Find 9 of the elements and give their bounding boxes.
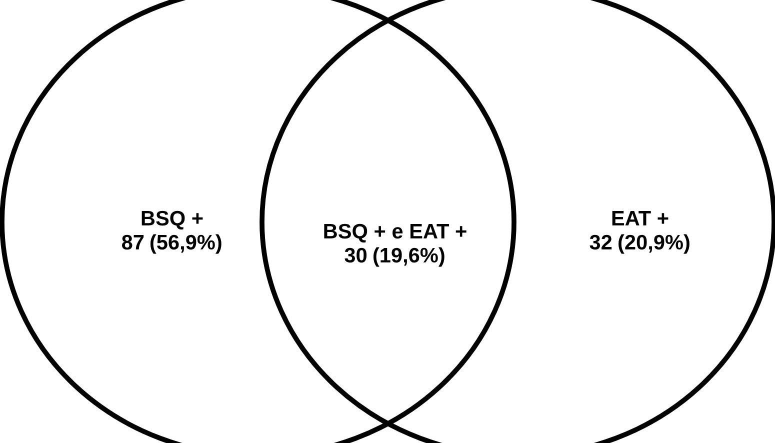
text: (20,9%) — [618, 234, 690, 254]
data-label: 30 — [344, 248, 367, 263]
category-label: BSQ + e EAT + — [324, 224, 466, 242]
text: (19,6%) — [373, 247, 444, 267]
data-label: 32 — [590, 234, 612, 250]
data-label: 87 — [122, 234, 144, 250]
text: (56,9%) — [150, 234, 222, 254]
category-label: EAT + — [612, 211, 668, 226]
category-label: BSQ + — [142, 210, 203, 230]
